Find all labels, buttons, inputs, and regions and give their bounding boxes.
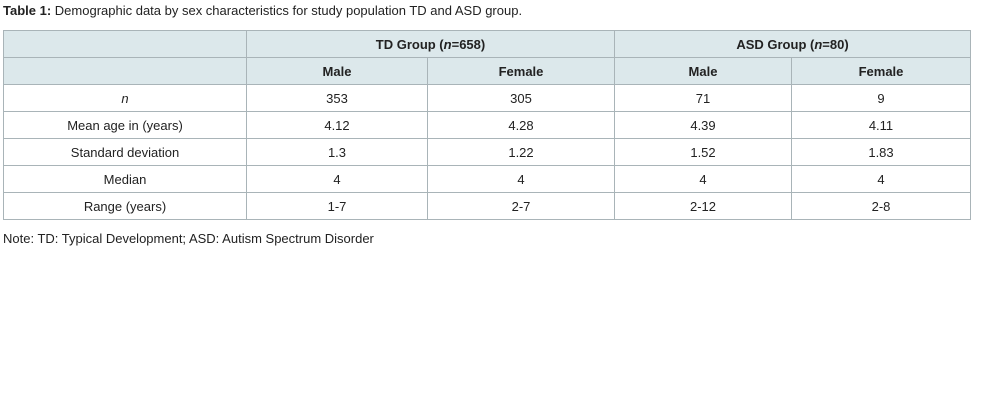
- table-cell: 1.83: [791, 138, 971, 166]
- table-cell: 305: [427, 84, 615, 112]
- table-cell: 4.28: [427, 111, 615, 139]
- table-cell: 1.3: [246, 138, 428, 166]
- asd-group-header-suffix: =80): [822, 36, 849, 52]
- table-caption: Table 1: Demographic data by sex charact…: [3, 3, 522, 19]
- td-group-header: TD Group (n=658): [246, 30, 615, 58]
- td-female-header: Female: [427, 57, 615, 85]
- table-cell: 4: [614, 165, 792, 193]
- row-label: Range (years): [3, 192, 247, 220]
- td-group-header-suffix: =658): [451, 36, 486, 52]
- table-row: n 353 305 71 9: [3, 84, 971, 112]
- table-caption-label: Table 1:: [3, 3, 52, 18]
- table-cell: 2-12: [614, 192, 792, 220]
- corner-header-cell: [3, 30, 247, 58]
- table-cell: 1.22: [427, 138, 615, 166]
- td-male-header: Male: [246, 57, 428, 85]
- table-cell: 2-7: [427, 192, 615, 220]
- table-cell: 2-8: [791, 192, 971, 220]
- row-label: n: [3, 84, 247, 112]
- table-cell: 4.11: [791, 111, 971, 139]
- row-label: Median: [3, 165, 247, 193]
- table-cell: 353: [246, 84, 428, 112]
- row-label: Standard deviation: [3, 138, 247, 166]
- table-cell: 4.12: [246, 111, 428, 139]
- td-group-header-n: n: [443, 36, 452, 52]
- table-row: Median 4 4 4 4: [3, 165, 971, 193]
- table-cell: 1-7: [246, 192, 428, 220]
- table-note: Note: TD: Typical Development; ASD: Auti…: [3, 231, 374, 246]
- group-header-row: TD Group (n=658) ASD Group (n=80): [3, 30, 971, 58]
- sex-header-row: Male Female Male Female: [3, 57, 971, 85]
- table-cell: 4.39: [614, 111, 792, 139]
- asd-group-header: ASD Group (n=80): [614, 30, 971, 58]
- table-row: Mean age in (years) 4.12 4.28 4.39 4.11: [3, 111, 971, 139]
- table-cell: 4: [791, 165, 971, 193]
- demographic-table: TD Group (n=658) ASD Group (n=80) Male F…: [3, 30, 971, 220]
- table-caption-text: Demographic data by sex characteristics …: [51, 3, 523, 18]
- table-cell: 4: [427, 165, 615, 193]
- table-cell: 1.52: [614, 138, 792, 166]
- table-cell: 4: [246, 165, 428, 193]
- table-row: Standard deviation 1.3 1.22 1.52 1.83: [3, 138, 971, 166]
- asd-female-header: Female: [791, 57, 971, 85]
- asd-group-header-n: n: [814, 36, 823, 52]
- asd-group-header-prefix: ASD Group (: [736, 36, 815, 52]
- td-group-header-prefix: TD Group (: [375, 36, 444, 52]
- table-cell: 71: [614, 84, 792, 112]
- asd-male-header: Male: [614, 57, 792, 85]
- corner-subheader-cell: [3, 57, 247, 85]
- table-row: Range (years) 1-7 2-7 2-12 2-8: [3, 192, 971, 220]
- table-cell: 9: [791, 84, 971, 112]
- row-label: Mean age in (years): [3, 111, 247, 139]
